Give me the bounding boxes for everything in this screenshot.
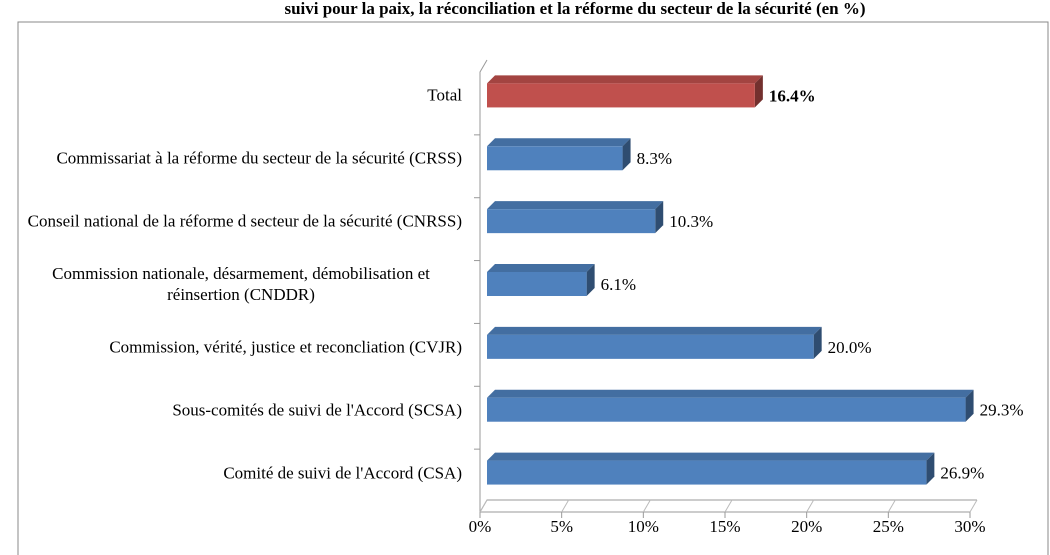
bar bbox=[487, 272, 587, 296]
bar bbox=[487, 83, 755, 108]
y-tick-label: Commission, vérité, justice et reconclia… bbox=[20, 336, 462, 357]
y-tick-text: Commissariat à la réforme du secteur de … bbox=[56, 148, 462, 168]
x-tick-label: 5% bbox=[550, 517, 573, 536]
bar-side bbox=[586, 264, 595, 296]
y-tick-label: Commission nationale, désarmement, démob… bbox=[20, 263, 462, 305]
bar-side bbox=[926, 452, 935, 485]
y-axis-wall bbox=[479, 59, 488, 512]
y-tick-text: Conseil national de la réforme d secteur… bbox=[27, 211, 462, 231]
depth-line bbox=[642, 499, 651, 513]
y-tick-text: Sous-comités de suivi de l'Accord (SCSA) bbox=[172, 400, 462, 420]
x-tick-label: 30% bbox=[954, 517, 985, 536]
depth-line bbox=[887, 499, 896, 513]
bar-side bbox=[622, 138, 631, 171]
y-tick-label: Commissariat à la réforme du secteur de … bbox=[20, 148, 462, 169]
x-tick-label: 15% bbox=[709, 517, 740, 536]
chart-title: suivi pour la paix, la réconciliation et… bbox=[284, 0, 865, 18]
value-label: 16.4% bbox=[769, 86, 816, 105]
x-tick-label: 25% bbox=[873, 517, 904, 536]
x-tick-label: 10% bbox=[628, 517, 659, 536]
bar bbox=[487, 397, 966, 422]
y-tick-text: Commission nationale, désarmement, démob… bbox=[52, 264, 430, 304]
bar-side bbox=[965, 389, 974, 422]
x-tick-label: 0% bbox=[469, 517, 492, 536]
value-label: 10.3% bbox=[669, 212, 713, 231]
bar-top bbox=[487, 138, 631, 147]
depth-line bbox=[561, 499, 570, 513]
bar-side bbox=[754, 75, 763, 108]
y-tick-label: Total bbox=[20, 85, 462, 106]
bar-side bbox=[655, 201, 664, 234]
depth-line bbox=[969, 499, 978, 513]
value-label: 26.9% bbox=[940, 463, 984, 482]
bar-top bbox=[487, 326, 822, 335]
depth-line bbox=[806, 499, 815, 513]
depth-line bbox=[724, 499, 733, 513]
x-tick-label: 20% bbox=[791, 517, 822, 536]
y-tick-label: Sous-comités de suivi de l'Accord (SCSA) bbox=[20, 399, 462, 420]
y-tick-label: Conseil national de la réforme d secteur… bbox=[20, 211, 462, 232]
chart-border bbox=[17, 21, 1049, 555]
value-label: 8.3% bbox=[637, 149, 672, 168]
y-tick-text: Total bbox=[427, 85, 462, 105]
value-label: 6.1% bbox=[601, 275, 636, 294]
bar bbox=[487, 146, 623, 171]
y-tick-label: Comité de suivi de l'Accord (CSA) bbox=[20, 462, 462, 483]
bar-top bbox=[487, 75, 763, 84]
bar bbox=[487, 460, 927, 485]
bar-top bbox=[487, 264, 595, 272]
bar-top bbox=[487, 452, 935, 461]
y-tick-text: Commission, vérité, justice et reconclia… bbox=[109, 337, 462, 357]
bar bbox=[487, 334, 814, 359]
bar bbox=[487, 209, 656, 234]
value-label: 29.3% bbox=[980, 401, 1024, 420]
depth-line bbox=[479, 499, 488, 513]
bar-side bbox=[813, 326, 822, 359]
value-label: 20.0% bbox=[828, 338, 872, 357]
bar-top bbox=[487, 201, 664, 210]
y-tick-text: Comité de suivi de l'Accord (CSA) bbox=[223, 463, 462, 483]
bar-top bbox=[487, 389, 974, 398]
